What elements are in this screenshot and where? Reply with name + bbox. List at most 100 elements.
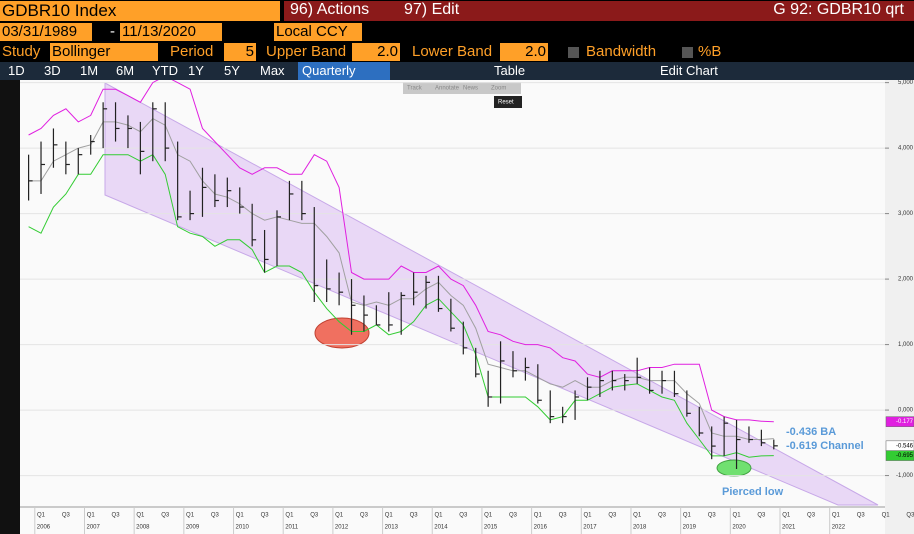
x-tick-label: Q1 (882, 513, 891, 519)
x-tick-label: Q3 (410, 513, 419, 519)
mini-button[interactable]: Track (407, 86, 423, 92)
side-toolbar (0, 80, 20, 534)
x-tick-label: Q1 (87, 513, 96, 519)
last-value-tag (885, 450, 914, 461)
date-separator: - (110, 23, 115, 40)
x-tick-label: Q3 (658, 513, 667, 519)
edit-chart[interactable]: Edit Chart (660, 63, 718, 78)
x-tick-label: Q1 (37, 513, 46, 519)
annotation: -0.436 BA (786, 426, 836, 438)
x-tick-label: Q1 (335, 513, 344, 519)
x-year-label: 2013 (385, 525, 399, 531)
x-tick-label: Q3 (211, 513, 220, 519)
x-tick-label: Q1 (782, 513, 791, 519)
last-value-label: -0.695 (896, 453, 914, 459)
chart: -0.436 BA -0.619 Channel Pierced low Tra… (20, 80, 914, 534)
annotation: -0.619 Channel (786, 440, 864, 452)
bandwidth: Bandwidth (586, 43, 657, 60)
currency[interactable]: Local CCY (274, 23, 362, 41)
screen-title: G 92: GDBR10 qrt (512, 1, 914, 21)
x-year-label: 2017 (583, 525, 597, 531)
period-button[interactable]: 5Y (224, 63, 240, 78)
title-bar: GDBR10 Index 96) Actions 97) Edit G 92: … (0, 0, 914, 22)
x-tick-label: Q1 (136, 513, 145, 519)
x-year-label: 2021 (782, 525, 796, 531)
x-year-label: 2009 (186, 525, 200, 531)
start-date[interactable]: 03/31/1989 (0, 23, 92, 41)
mini-button[interactable]: News (463, 86, 478, 92)
highlight-ellipse (314, 317, 370, 349)
x-tick-label: Q1 (683, 513, 692, 519)
x-tick-label: Q3 (757, 513, 766, 519)
end-date[interactable]: 11/13/2020 (120, 23, 222, 41)
mini-button[interactable]: Annotate (435, 86, 460, 92)
x-year-label: 2010 (236, 525, 250, 531)
x-year-label: 2006 (37, 525, 51, 531)
x-year-label: 2007 (86, 525, 100, 531)
mini-toolbar (403, 82, 522, 108)
x-year-label: 2020 (732, 525, 746, 531)
pctb: %B (698, 43, 722, 60)
period-label: Period (170, 43, 214, 60)
y-tick-label: 4,000 (898, 146, 914, 152)
x-tick-label: Q3 (360, 513, 369, 519)
period[interactable]: 5 (224, 43, 256, 61)
x-year-label: 2012 (335, 525, 349, 531)
channel (104, 82, 879, 506)
checkbox[interactable] (682, 47, 693, 58)
upper-band (28, 80, 774, 423)
y-tick-label: 0,000 (898, 408, 914, 414)
x-tick-label: Q3 (161, 513, 170, 519)
y-tick-label: 5,000 (898, 80, 914, 86)
x-tick-label: Q3 (509, 513, 518, 519)
x-tick-label: Q1 (733, 513, 742, 519)
actions-menu[interactable]: 96) Actions (284, 1, 398, 21)
mini-button[interactable]: Reset (498, 100, 514, 106)
x-tick-label: Q1 (434, 513, 443, 519)
period-button[interactable]: Max (260, 63, 285, 78)
period-button[interactable]: 6M (116, 63, 135, 78)
x-tick-label: Q1 (633, 513, 642, 519)
x-tick-label: Q1 (285, 513, 294, 519)
x-tick-label: Q3 (459, 513, 468, 519)
period-button[interactable]: YTD (152, 63, 178, 78)
study-name[interactable]: Bollinger (50, 43, 158, 61)
annotation: Pierced low (722, 486, 784, 498)
x-tick-label: Q1 (236, 513, 245, 519)
table-button[interactable]: Table (494, 63, 526, 78)
ticker[interactable]: GDBR10 Index (0, 1, 280, 21)
x-tick-label: Q3 (62, 513, 71, 519)
period-button[interactable]: 1Y (188, 63, 204, 78)
study-label: Study (2, 43, 41, 60)
period-button[interactable]: 3D (44, 63, 61, 78)
x-year-label: 2019 (683, 525, 697, 531)
checkbox[interactable] (568, 47, 579, 58)
x-year-label: 2014 (434, 525, 448, 531)
x-tick-label: Q1 (385, 513, 394, 519)
lower-value[interactable]: 2.0 (500, 43, 548, 61)
y-tick-label: -1,000 (896, 473, 914, 479)
upper-value[interactable]: 2.0 (352, 43, 400, 61)
x-tick-label: Q3 (112, 513, 121, 519)
x-tick-label: Q1 (186, 513, 195, 519)
frequency[interactable]: Quarterly (298, 62, 390, 80)
x-tick-label: Q1 (832, 513, 841, 519)
y-tick-label: 2,000 (898, 277, 914, 283)
y-tick-label: 1,000 (898, 342, 914, 348)
edit-menu[interactable]: 97) Edit (398, 1, 512, 21)
x-tick-label: Q3 (857, 513, 866, 519)
mini-button[interactable]: Zoom (491, 86, 506, 92)
x-tick-label: Q1 (583, 513, 592, 519)
x-tick-label: Q3 (261, 513, 270, 519)
x-year-label: 2008 (136, 525, 150, 531)
y-tick-label: 3,000 (898, 211, 914, 217)
x-tick-label: Q3 (807, 513, 816, 519)
period-button[interactable]: 1M (80, 63, 99, 78)
upper-label: Upper Band (266, 43, 347, 60)
x-year-label: 2015 (484, 525, 498, 531)
x-year-label: 2018 (633, 525, 647, 531)
period-button[interactable]: 1D (8, 63, 25, 78)
x-tick-label: Q3 (906, 513, 914, 519)
last-value-tag (885, 416, 914, 427)
